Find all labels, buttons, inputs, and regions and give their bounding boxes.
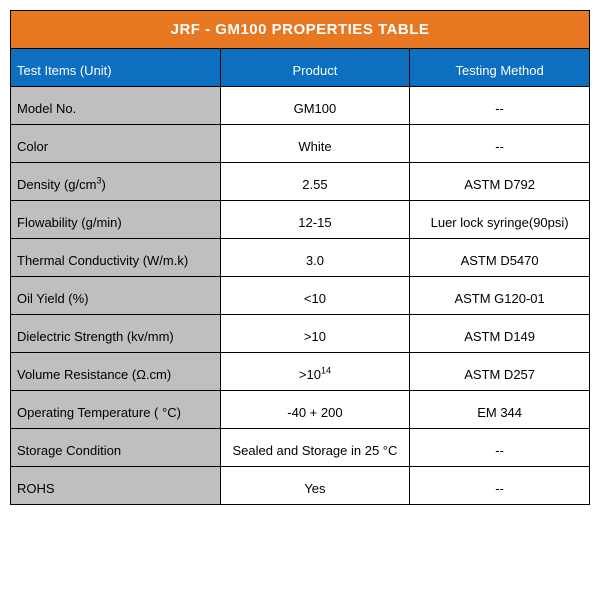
cell-method: ASTM D792 xyxy=(410,163,590,201)
table-row: Thermal Conductivity (W/m.k)3.0ASTM D547… xyxy=(11,239,590,277)
table-row: Model No.GM100-- xyxy=(11,87,590,125)
properties-table: JRF - GM100 PROPERTIES TABLE Test Items … xyxy=(10,10,590,505)
header-testing-method: Testing Method xyxy=(410,49,590,87)
table-row: Density (g/cm3)2.55ASTM D792 xyxy=(11,163,590,201)
cell-test-item: Storage Condition xyxy=(11,429,221,467)
table-row: ROHSYes-- xyxy=(11,467,590,505)
table-title: JRF - GM100 PROPERTIES TABLE xyxy=(11,11,590,49)
header-test-items: Test Items (Unit) xyxy=(11,49,221,87)
cell-product: 3.0 xyxy=(220,239,410,277)
cell-product: 2.55 xyxy=(220,163,410,201)
cell-product: Yes xyxy=(220,467,410,505)
cell-product: >10 xyxy=(220,315,410,353)
cell-product: -40 + 200 xyxy=(220,391,410,429)
cell-method: ASTM G120-01 xyxy=(410,277,590,315)
cell-method: -- xyxy=(410,125,590,163)
header-row: Test Items (Unit) Product Testing Method xyxy=(11,49,590,87)
cell-product: GM100 xyxy=(220,87,410,125)
cell-product: White xyxy=(220,125,410,163)
cell-test-item: Flowability (g/min) xyxy=(11,201,221,239)
cell-method: Luer lock syringe(90psi) xyxy=(410,201,590,239)
cell-product: >1014 xyxy=(220,353,410,391)
cell-product: 12-15 xyxy=(220,201,410,239)
cell-method: ASTM D5470 xyxy=(410,239,590,277)
cell-test-item: Operating Temperature ( °C) xyxy=(11,391,221,429)
cell-test-item: Oil Yield (%) xyxy=(11,277,221,315)
table-row: Operating Temperature ( °C)-40 + 200EM 3… xyxy=(11,391,590,429)
cell-method: ASTM D257 xyxy=(410,353,590,391)
cell-method: EM 344 xyxy=(410,391,590,429)
table-row: Volume Resistance (Ω.cm)>1014ASTM D257 xyxy=(11,353,590,391)
cell-product: <10 xyxy=(220,277,410,315)
cell-test-item: Model No. xyxy=(11,87,221,125)
table-row: Dielectric Strength (kv/mm)>10ASTM D149 xyxy=(11,315,590,353)
title-row: JRF - GM100 PROPERTIES TABLE xyxy=(11,11,590,49)
table-row: Storage ConditionSealed and Storage in 2… xyxy=(11,429,590,467)
cell-method: -- xyxy=(410,87,590,125)
cell-method: -- xyxy=(410,429,590,467)
cell-test-item: Thermal Conductivity (W/m.k) xyxy=(11,239,221,277)
cell-method: -- xyxy=(410,467,590,505)
cell-test-item: Color xyxy=(11,125,221,163)
cell-test-item: Volume Resistance (Ω.cm) xyxy=(11,353,221,391)
table-row: Oil Yield (%)<10ASTM G120-01 xyxy=(11,277,590,315)
table-row: ColorWhite-- xyxy=(11,125,590,163)
cell-product: Sealed and Storage in 25 °C xyxy=(220,429,410,467)
cell-test-item: Density (g/cm3) xyxy=(11,163,221,201)
cell-method: ASTM D149 xyxy=(410,315,590,353)
table-row: Flowability (g/min)12-15Luer lock syring… xyxy=(11,201,590,239)
header-product: Product xyxy=(220,49,410,87)
cell-test-item: ROHS xyxy=(11,467,221,505)
cell-test-item: Dielectric Strength (kv/mm) xyxy=(11,315,221,353)
